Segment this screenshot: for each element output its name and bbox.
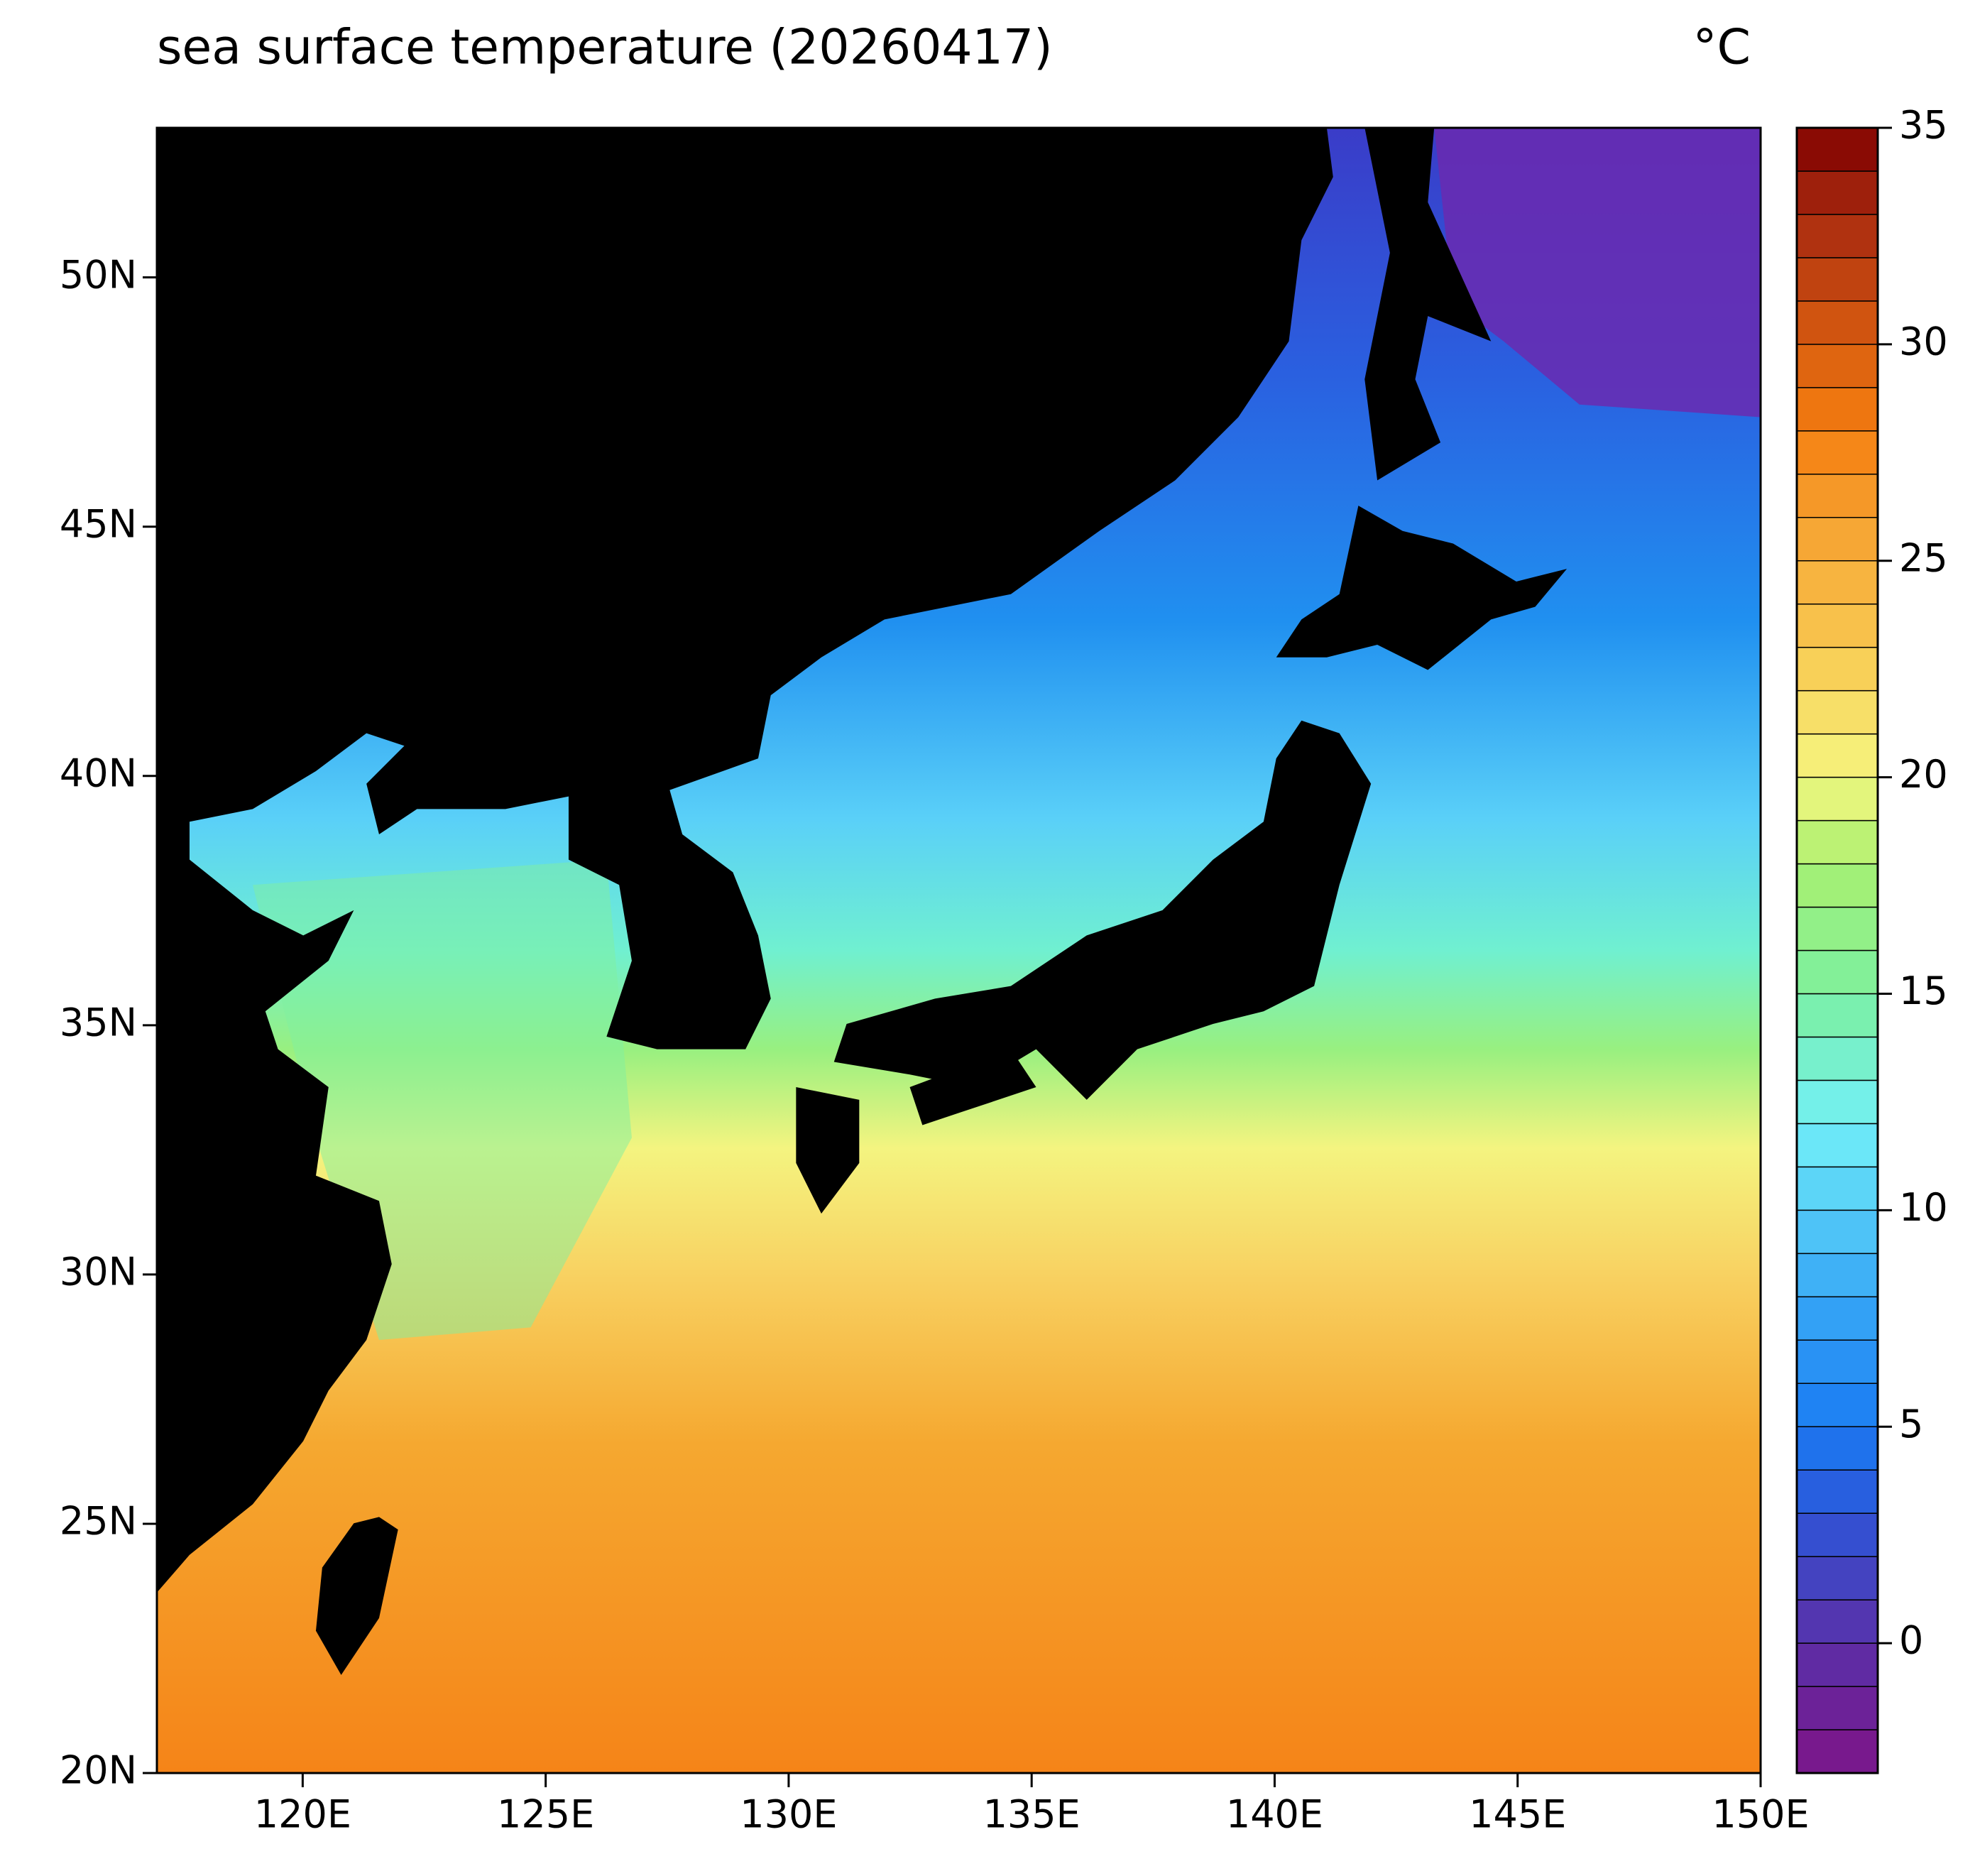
colorbar-level — [1796, 1426, 1878, 1471]
frame — [155, 126, 1762, 1774]
colorbar-tick-label: 10 — [1899, 1185, 1948, 1230]
land — [156, 127, 1333, 1593]
colorbar-level — [1796, 1512, 1878, 1557]
colorbar-frame — [1795, 126, 1879, 1774]
colorbar-level — [1796, 560, 1878, 605]
x-tick-label: 135E — [983, 1792, 1080, 1837]
x-tick-label: 120E — [254, 1792, 351, 1837]
x-tick-label: 150E — [1712, 1792, 1809, 1837]
colorbar-level — [1796, 1166, 1878, 1211]
colorbar-level — [1796, 257, 1878, 302]
colorbar-level — [1796, 1642, 1878, 1687]
colorbar-level — [1796, 906, 1878, 951]
x-tick-label: 140E — [1226, 1792, 1323, 1837]
colorbar-level — [1796, 1686, 1878, 1730]
colorbar-level — [1796, 689, 1878, 735]
y-tick-label: 35N — [60, 1000, 137, 1045]
colorbar-level — [1796, 1209, 1878, 1255]
land — [1364, 127, 1492, 481]
y-tick-label: 20N — [60, 1748, 137, 1793]
colorbar-level — [1796, 1339, 1878, 1384]
y-tick-label: 30N — [60, 1250, 137, 1294]
colorbar-tick-label: 0 — [1899, 1618, 1923, 1663]
y-tick-label: 25N — [60, 1499, 137, 1544]
colorbar-level — [1796, 170, 1878, 215]
x-tick-label: 145E — [1469, 1792, 1566, 1837]
colorbar-level — [1796, 1296, 1878, 1341]
colorbar-level — [1796, 1383, 1878, 1427]
chart-title: sea surface temperature (20260417) — [157, 20, 1053, 76]
colorbar-level — [1796, 344, 1878, 388]
x-tick-label: 125E — [497, 1792, 594, 1837]
colorbar-tick-label: 5 — [1899, 1402, 1923, 1446]
colorbar-level — [1796, 819, 1878, 865]
colorbar-tick-label: 20 — [1899, 752, 1948, 797]
colorbar-level — [1796, 127, 1878, 172]
land — [796, 1087, 860, 1214]
colorbar-level — [1796, 1599, 1878, 1644]
colorbar-level — [1796, 949, 1878, 995]
colorbar-level — [1796, 300, 1878, 345]
colorbar-level — [1796, 214, 1878, 258]
unit-label: °C — [1693, 20, 1751, 76]
map-field — [156, 127, 1761, 1774]
colorbar-level — [1796, 1556, 1878, 1600]
land — [833, 720, 1372, 1100]
y-tick-label: 45N — [60, 501, 137, 546]
y-tick-label: 50N — [60, 252, 137, 297]
land — [1276, 506, 1568, 670]
colorbar-level — [1796, 1123, 1878, 1168]
colorbar-tick-label: 30 — [1899, 320, 1948, 364]
colorbar-level — [1796, 1079, 1878, 1125]
colorbar-level — [1796, 776, 1878, 822]
colorbar-level — [1796, 517, 1878, 562]
colorbar-level — [1796, 387, 1878, 432]
colorbar-level — [1796, 474, 1878, 518]
colorbar-level — [1796, 1469, 1878, 1514]
y-tick-label: 40N — [60, 751, 137, 795]
land — [315, 1517, 398, 1675]
colorbar-tick-label: 25 — [1899, 535, 1948, 580]
colorbar-tick-label: 35 — [1899, 103, 1948, 148]
colorbar-level — [1796, 1253, 1878, 1298]
colorbar-level — [1796, 863, 1878, 908]
colorbar-level — [1796, 430, 1878, 475]
colorbar-level — [1796, 1729, 1878, 1774]
colorbar-level — [1796, 733, 1878, 778]
x-tick-label: 130E — [740, 1792, 837, 1837]
colorbar-level — [1796, 1036, 1878, 1081]
land — [909, 1049, 1036, 1125]
colorbar-tick-label: 15 — [1899, 969, 1948, 1013]
colorbar-level — [1796, 646, 1878, 692]
cold-water — [1434, 127, 1761, 418]
colorbar-level — [1796, 993, 1878, 1038]
colorbar-level — [1796, 603, 1878, 648]
